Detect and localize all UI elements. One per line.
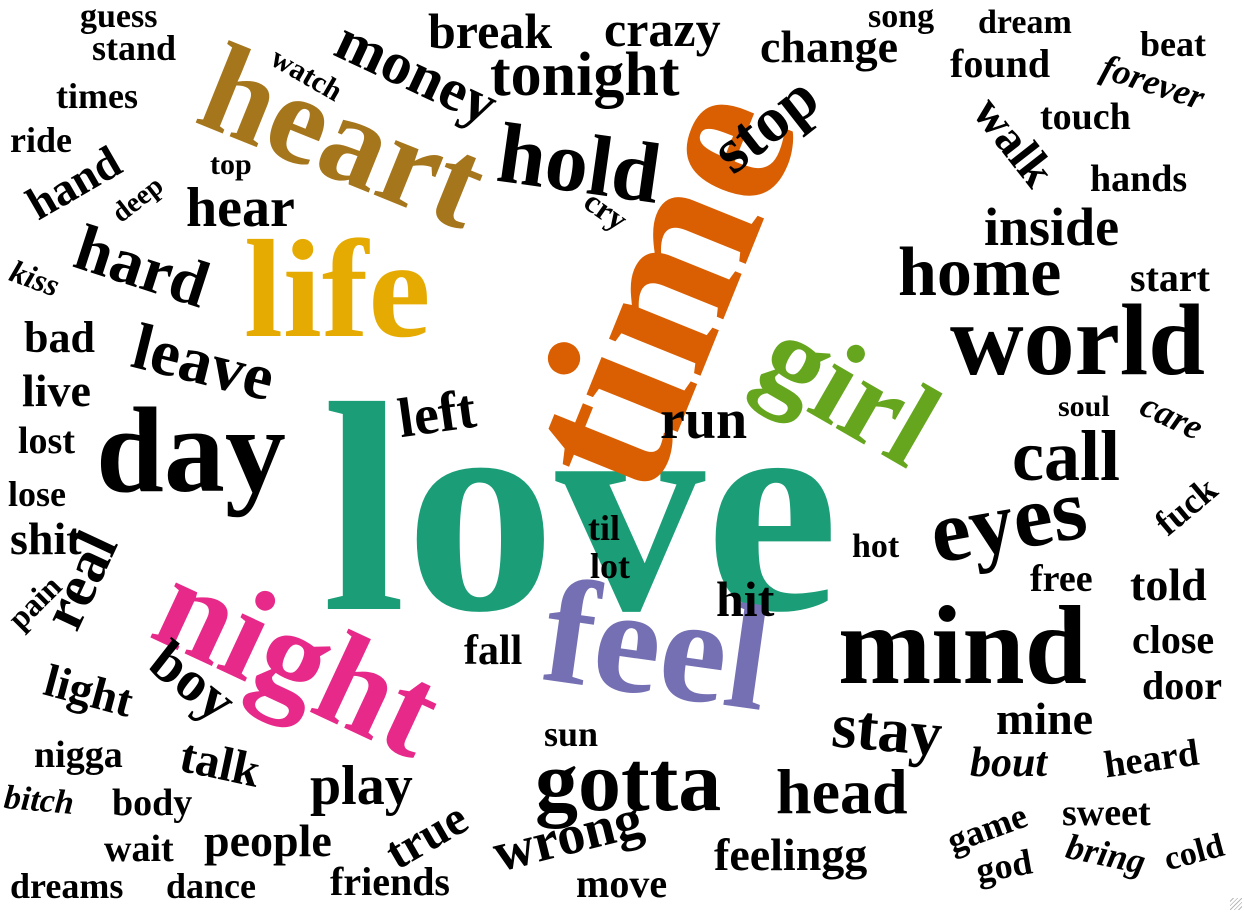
word-kiss: kiss bbox=[5, 252, 65, 304]
word-people: people bbox=[204, 815, 332, 866]
word-door: door bbox=[1142, 663, 1222, 708]
word-start: start bbox=[1130, 255, 1210, 300]
word-bad: bad bbox=[24, 313, 95, 362]
word-call: call bbox=[1012, 416, 1120, 496]
word-bring: bring bbox=[1062, 826, 1150, 882]
word-mind: mind bbox=[838, 584, 1087, 708]
word-top: top bbox=[210, 148, 252, 181]
word-gotta: gotta bbox=[535, 733, 722, 829]
word-home: home bbox=[898, 234, 1062, 311]
word-told: told bbox=[1130, 559, 1207, 610]
word-life: life bbox=[244, 212, 431, 367]
word-crazy: crazy bbox=[604, 1, 721, 57]
word-guess: guess bbox=[80, 0, 158, 35]
word-dream: dream bbox=[978, 4, 1072, 41]
word-run: run bbox=[660, 389, 748, 451]
word-play: play bbox=[310, 755, 413, 817]
word-fall: fall bbox=[464, 628, 523, 674]
word-tonight: tonight bbox=[490, 41, 680, 109]
word-light: light bbox=[39, 654, 139, 727]
word-bout: bout bbox=[970, 740, 1048, 786]
word-free: free bbox=[1030, 558, 1093, 600]
word-found: found bbox=[950, 41, 1051, 86]
resize-grip-icon[interactable] bbox=[1230, 898, 1242, 910]
word-feelingg: feelingg bbox=[714, 829, 868, 880]
word-beat: beat bbox=[1140, 24, 1206, 64]
word-move: move bbox=[576, 861, 668, 906]
word-nigga: nigga bbox=[34, 734, 123, 776]
word-friends: friends bbox=[330, 859, 450, 904]
word-dance: dance bbox=[166, 866, 256, 906]
word-day: day bbox=[96, 383, 286, 518]
word-love: love bbox=[322, 342, 839, 674]
word-sun: sun bbox=[544, 714, 599, 754]
word-times: times bbox=[56, 76, 138, 116]
word-ride: ride bbox=[10, 120, 72, 160]
word-heard: heard bbox=[1101, 731, 1202, 787]
word-hit: hit bbox=[716, 571, 775, 627]
word-stand: stand bbox=[92, 28, 177, 68]
word-body: body bbox=[112, 782, 193, 824]
word-left: left bbox=[394, 377, 480, 451]
word-bitch: bitch bbox=[2, 779, 76, 822]
word-hot: hot bbox=[852, 528, 900, 565]
word-soul: soul bbox=[1058, 390, 1110, 423]
word-song: song bbox=[868, 0, 935, 35]
word-live: live bbox=[22, 365, 91, 416]
word-hear: hear bbox=[186, 177, 295, 239]
word-hands: hands bbox=[1090, 158, 1188, 200]
word-lot: lot bbox=[590, 546, 630, 586]
word-til: til bbox=[588, 508, 620, 548]
word-lose: lose bbox=[8, 474, 66, 514]
word-mine: mine bbox=[996, 693, 1094, 744]
word-close: close bbox=[1132, 617, 1215, 662]
word-cold: cold bbox=[1160, 826, 1229, 879]
word-dreams: dreams bbox=[10, 866, 124, 906]
word-head: head bbox=[776, 756, 908, 827]
word-hold: hold bbox=[492, 104, 667, 222]
word-break: break bbox=[428, 3, 553, 59]
word-shit: shit bbox=[10, 513, 82, 564]
word-inside: inside bbox=[984, 197, 1120, 257]
word-fuck: fuck bbox=[1147, 468, 1225, 544]
word-change: change bbox=[760, 21, 898, 72]
word-god: god bbox=[972, 841, 1036, 891]
word-world: world bbox=[950, 284, 1205, 397]
word-wait: wait bbox=[104, 828, 174, 870]
word-sweet: sweet bbox=[1062, 792, 1151, 834]
word-lost: lost bbox=[18, 420, 75, 462]
word-touch: touch bbox=[1040, 96, 1131, 138]
